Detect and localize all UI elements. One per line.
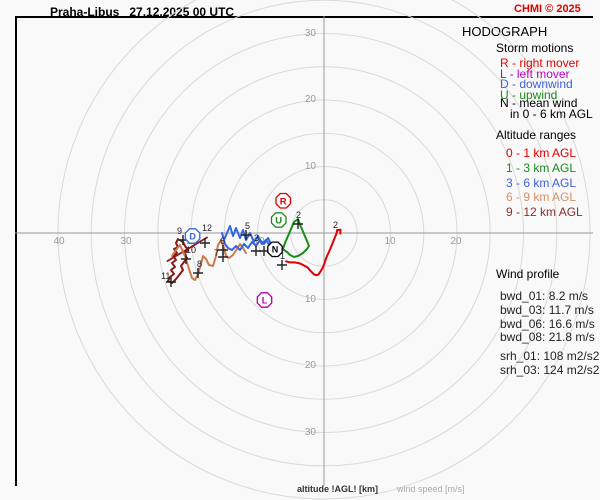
svg-text:L: L	[262, 296, 268, 306]
svg-text:6: 6	[220, 236, 225, 246]
svg-text:10: 10	[305, 161, 317, 172]
svg-text:20: 20	[305, 360, 317, 371]
svg-text:9: 9	[177, 226, 182, 236]
svg-text:30: 30	[305, 28, 317, 39]
svg-text:10: 10	[384, 236, 396, 247]
svg-text:40: 40	[53, 236, 65, 247]
svg-text:12: 12	[202, 223, 212, 233]
svg-text:11: 11	[161, 271, 170, 281]
svg-text:2: 2	[333, 220, 338, 230]
svg-text:10: 10	[305, 294, 317, 305]
svg-text:U: U	[275, 216, 282, 227]
svg-text:D: D	[189, 232, 196, 242]
svg-text:10: 10	[186, 245, 196, 255]
svg-text:8: 8	[197, 259, 202, 269]
svg-text:3: 3	[254, 233, 259, 243]
svg-text:7: 7	[214, 248, 219, 258]
svg-text:20: 20	[450, 236, 462, 247]
svg-text:20: 20	[305, 94, 317, 105]
svg-text:5: 5	[245, 221, 250, 231]
svg-text:2: 2	[296, 210, 301, 220]
svg-text:R: R	[280, 196, 287, 207]
svg-text:N: N	[272, 245, 279, 255]
svg-text:30: 30	[120, 236, 132, 247]
svg-text:30: 30	[305, 427, 317, 438]
